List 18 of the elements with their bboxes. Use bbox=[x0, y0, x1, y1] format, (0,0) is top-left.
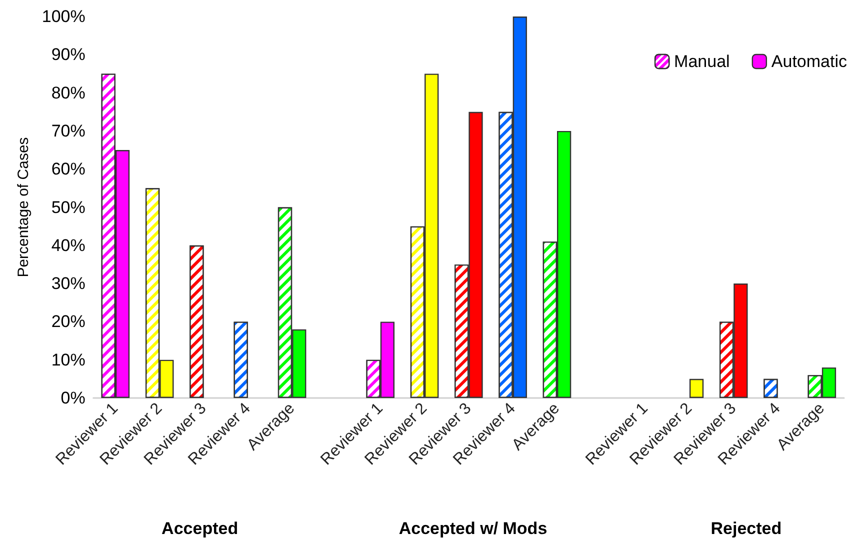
y-tick-label: 70% bbox=[51, 121, 86, 140]
bar bbox=[689, 378, 704, 398]
y-tick-label: 60% bbox=[51, 160, 86, 179]
y-axis-title: Percentage of Cases bbox=[15, 137, 32, 278]
y-tick-label: 10% bbox=[51, 350, 86, 370]
y-tick-label: 20% bbox=[51, 312, 86, 332]
text: Accepted bbox=[162, 519, 238, 538]
y-tick-label: 40% bbox=[51, 236, 86, 255]
y-tick-label: 0% bbox=[60, 388, 86, 408]
y-tick-label: 100% bbox=[42, 7, 86, 26]
y-tick-label: 90% bbox=[51, 45, 86, 64]
legend-label: Manual bbox=[674, 52, 730, 71]
y-tick-label: 30% bbox=[51, 274, 86, 294]
text: Rejected bbox=[710, 519, 782, 538]
legend-label: Automatic bbox=[771, 52, 848, 71]
y-tick-label: 50% bbox=[51, 198, 86, 217]
text: Accepted w/ Mods bbox=[398, 519, 548, 538]
y-tick-label: 80% bbox=[51, 83, 86, 102]
